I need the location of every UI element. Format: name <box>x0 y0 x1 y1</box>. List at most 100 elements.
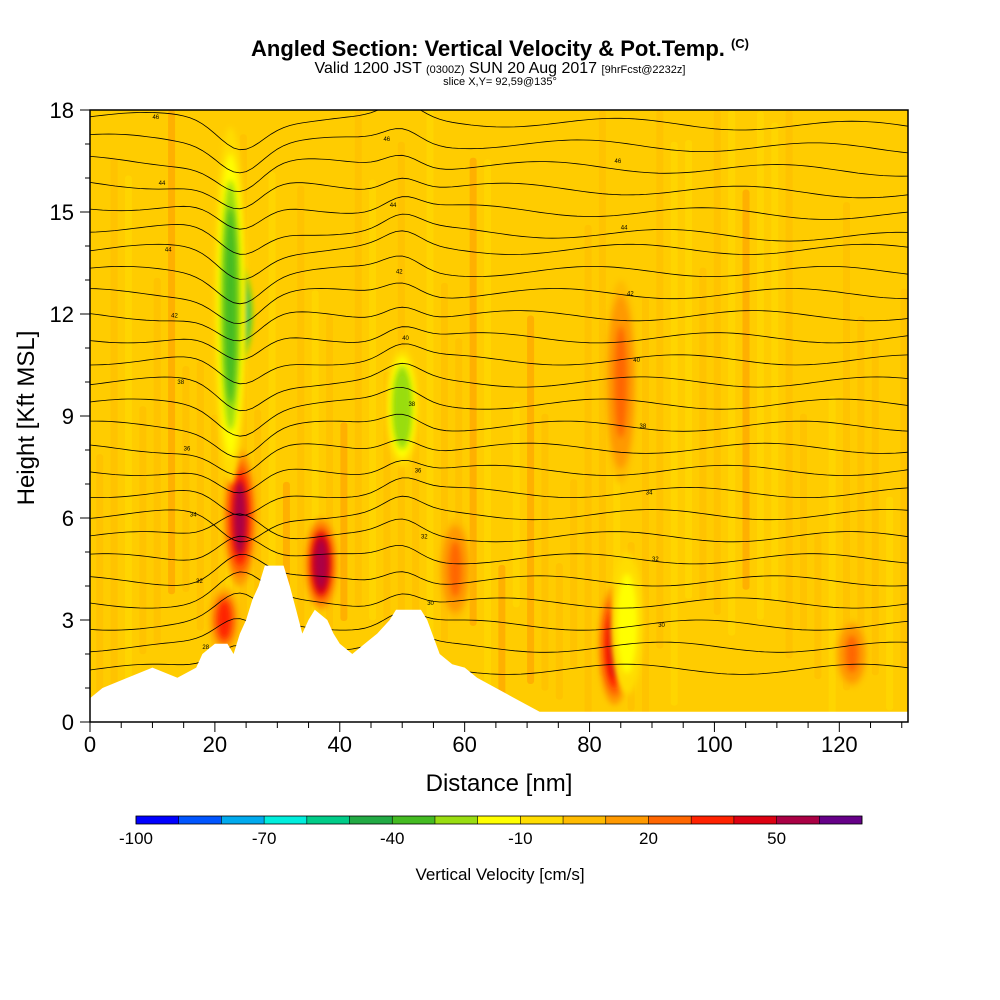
isentrope-label: 34 <box>646 491 653 497</box>
isentrope-line <box>90 592 908 631</box>
plot-area: 46 46 46 44 44 44 44 42 42 42 40 40 38 38 38 36 36 34 34 32… <box>90 110 908 722</box>
isentrope-label: 36 <box>415 468 422 474</box>
colorbar-tick-label: -10 <box>508 829 533 848</box>
colorbar-swatch <box>648 816 692 824</box>
isentrope-line <box>90 553 908 587</box>
y-tick-label: 18 <box>50 98 74 123</box>
colorbar-tick-label: 50 <box>767 829 786 848</box>
colorbar-swatch <box>392 816 435 824</box>
y-tick-label: 3 <box>62 608 74 633</box>
velocity-streak <box>570 479 578 668</box>
colorbar-swatch <box>221 816 265 824</box>
isentrope-line <box>90 343 908 385</box>
velocity-streak <box>110 156 118 712</box>
isentrope-label: 30 <box>427 601 434 607</box>
colorbar-swatch <box>819 816 862 824</box>
y-tick-label: 15 <box>50 200 74 225</box>
velocity-streak <box>369 179 377 621</box>
isentrope-label: 38 <box>639 424 646 430</box>
isentrope-line <box>90 571 908 609</box>
subtitle-valid: Valid 1200 JST <box>314 60 422 77</box>
subtitle-date: SUN 20 Aug 2017 <box>468 60 598 77</box>
x-tick-label: 100 <box>696 732 733 757</box>
colorbar-tick-label: -100 <box>119 829 153 848</box>
velocity-streak <box>742 189 750 590</box>
isentrope-label: 32 <box>421 535 428 541</box>
colorbar-swatch <box>264 816 307 824</box>
velocity-streak <box>685 140 693 599</box>
updraft-core <box>217 601 231 639</box>
isentrope-line <box>90 213 908 255</box>
velocity-streak <box>728 110 736 636</box>
velocity-streak <box>771 122 779 602</box>
isentrope-line <box>90 230 908 280</box>
velocity-streak <box>900 288 908 668</box>
colorbar-swatch <box>691 816 734 824</box>
colorbar-swatch <box>178 816 222 824</box>
velocity-cores <box>208 127 868 705</box>
velocity-streak <box>871 340 879 676</box>
isentrope-label: 40 <box>633 358 640 364</box>
velocity-streak <box>527 315 535 684</box>
colorbar-swatch <box>349 816 393 824</box>
isentrope-label: 42 <box>396 270 403 276</box>
velocity-streak <box>785 110 793 659</box>
colorbar-swatch <box>477 816 521 824</box>
x-tick-label: 0 <box>84 732 96 757</box>
isentrope-line <box>90 413 908 458</box>
isentrope-label: 42 <box>627 292 634 298</box>
subtitle-forecast: [9hrFcst@2232z] <box>601 64 686 76</box>
x-axis-title: Distance [nm] <box>426 770 573 797</box>
velocity-streak <box>699 267 707 602</box>
velocity-streak <box>799 413 807 630</box>
isentrope-line <box>90 386 908 437</box>
velocity-streak <box>584 224 592 721</box>
isentrope-line <box>90 154 908 192</box>
velocity-streak <box>484 159 492 691</box>
velocity-streak <box>153 277 161 646</box>
velocity-streak <box>182 365 190 593</box>
colorbar-swatch <box>306 816 350 824</box>
chart-subtitle: Valid 1200 JST (0300Z) SUN 20 Aug 2017 [… <box>0 60 1000 78</box>
isentrope-line <box>90 255 908 305</box>
isentrope-line <box>90 460 908 494</box>
isentrope-line <box>90 513 908 543</box>
colorbar: -100 -70 -40 -10 20 50 <box>119 815 863 848</box>
colorbar-swatch <box>776 816 820 824</box>
chart-title-suffix: (C) <box>730 36 749 51</box>
colorbar-swatch <box>563 816 606 824</box>
velocity-streak <box>340 422 348 621</box>
velocity-streak <box>498 564 506 711</box>
velocity-streak <box>756 111 764 620</box>
x-tick-label: 20 <box>203 732 227 757</box>
isentrope-line <box>90 128 908 174</box>
velocity-streak <box>857 316 865 641</box>
velocity-streak <box>555 563 563 700</box>
velocity-streak <box>354 110 362 606</box>
velocity-streak <box>426 110 434 710</box>
x-tick-label: 60 <box>452 732 476 757</box>
colorbar-title: Vertical Velocity [cm/s] <box>415 865 584 884</box>
chart-title: Angled Section: Vertical Velocity & Pot.… <box>0 36 1000 62</box>
isentrope-label: 32 <box>196 579 203 585</box>
chart-title-text: Angled Section: Vertical Velocity & Pot.… <box>251 36 725 61</box>
x-tick-label: 80 <box>577 732 601 757</box>
isentrope-label: 46 <box>615 159 622 165</box>
colorbar-swatch <box>136 816 179 824</box>
isentrope-line <box>90 618 908 653</box>
terrain-mask <box>90 565 908 722</box>
isentrope-line <box>90 177 908 210</box>
colorbar-tick-label: -70 <box>252 829 277 848</box>
colorbar-tick-label: 20 <box>639 829 658 848</box>
colorbar-swatch <box>733 816 777 824</box>
chart-slice-info: slice X,Y= 92,59@135° <box>443 76 557 88</box>
isentrope-label: 40 <box>402 336 409 342</box>
x-tick-label: 120 <box>821 732 858 757</box>
velocity-streak <box>168 110 176 595</box>
velocity-streak <box>268 172 276 619</box>
isentrope-line <box>90 495 908 543</box>
velocity-streak <box>886 496 894 711</box>
updraft-core <box>448 540 462 598</box>
x-axis: 0 20 40 60 80 100 120 <box>84 722 903 757</box>
isentrope-label: 44 <box>390 203 397 209</box>
